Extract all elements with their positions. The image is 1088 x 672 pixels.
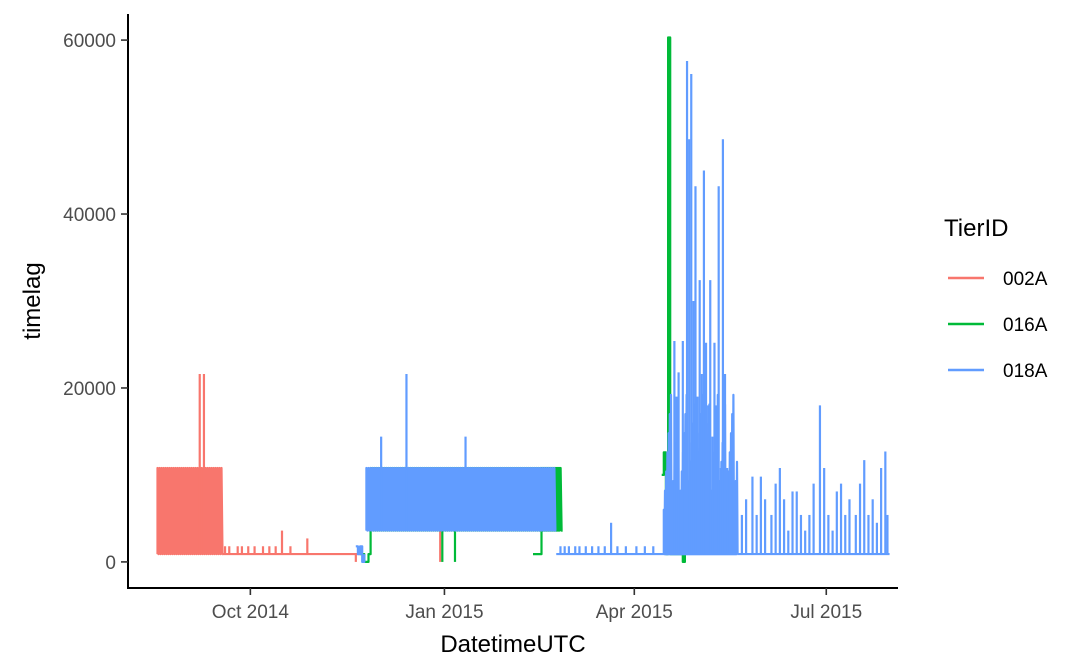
series-018A-step (355, 545, 366, 563)
y-tick-label: 60000 (63, 31, 116, 52)
x-tick-label: Jul 2015 (790, 602, 862, 623)
y-tick-label: 0 (105, 553, 116, 574)
series-018A-band (365, 466, 557, 532)
legend-item-016A: 016A (948, 315, 1048, 336)
legend-title: TierID (944, 215, 1008, 242)
series-016A-step (661, 36, 734, 563)
series-016A-step (533, 530, 543, 556)
y-axis-title: timelag (19, 262, 46, 339)
x-tick-label: Apr 2015 (596, 602, 673, 623)
y-axis-ticks: 0 20000 40000 60000 (63, 31, 128, 574)
x-tick-label: Jan 2015 (405, 602, 483, 623)
legend-label-016A: 016A (1003, 315, 1048, 336)
y-tick-label: 20000 (63, 379, 116, 400)
plot-series-group (156, 36, 890, 563)
legend-item-018A: 018A (948, 361, 1048, 382)
axes-group (127, 14, 898, 589)
legend-entries: 002A 016A 018A (948, 269, 1048, 382)
legend-label-018A: 018A (1003, 361, 1048, 382)
x-tick-label: Oct 2014 (212, 602, 290, 623)
legend-label-002A: 002A (1003, 269, 1048, 290)
series-002A (156, 374, 733, 562)
series-002A-band (156, 466, 224, 556)
legend: TierID 002A 016A 018A (944, 215, 1048, 382)
legend-item-002A: 002A (948, 269, 1048, 290)
series-018A (355, 60, 890, 563)
x-axis-title: DatetimeUTC (440, 631, 585, 658)
x-axis-ticks: Oct 2014 Jan 2015 Apr 2015 Jul 2015 (212, 588, 862, 623)
y-tick-label: 40000 (63, 205, 116, 226)
